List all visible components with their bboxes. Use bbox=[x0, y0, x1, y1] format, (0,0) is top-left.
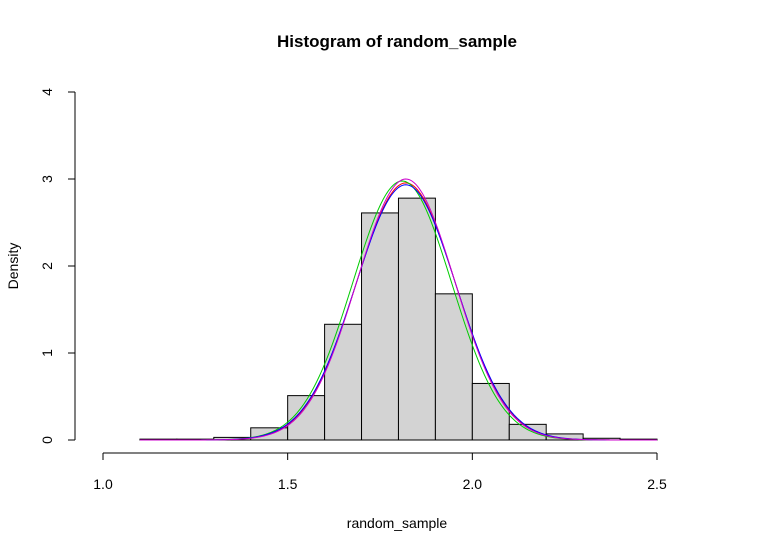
density-curves-group bbox=[139, 178, 657, 441]
histogram-bar bbox=[434, 293, 473, 441]
chart-title: Histogram of random_sample bbox=[277, 32, 517, 51]
x-tick-label: 1.5 bbox=[278, 476, 298, 492]
y-tick-label: 0 bbox=[39, 436, 55, 444]
y-tick-label: 1 bbox=[39, 349, 55, 357]
x-tick-label: 2.5 bbox=[647, 476, 667, 492]
y-axis-label: Density bbox=[5, 243, 21, 290]
histogram-bar bbox=[287, 395, 326, 441]
y-axis: 0 1 2 3 4 bbox=[39, 88, 76, 444]
x-axis: 1.0 1.5 2.0 2.5 bbox=[93, 452, 667, 492]
y-tick-label: 3 bbox=[39, 175, 55, 183]
x-axis-label: random_sample bbox=[347, 515, 448, 531]
y-tick-label: 4 bbox=[39, 88, 55, 96]
density-curve bbox=[139, 178, 657, 441]
histogram-bar bbox=[508, 423, 547, 441]
histogram-bar bbox=[324, 323, 363, 441]
x-tick-label: 1.0 bbox=[93, 476, 113, 492]
y-tick-label: 2 bbox=[39, 262, 55, 270]
x-tick-label: 2.0 bbox=[463, 476, 483, 492]
histogram-bar bbox=[471, 382, 510, 441]
histogram-bar bbox=[361, 212, 399, 441]
histogram-bar bbox=[397, 197, 436, 441]
bars-group bbox=[139, 197, 658, 441]
histogram-bar bbox=[545, 433, 584, 441]
